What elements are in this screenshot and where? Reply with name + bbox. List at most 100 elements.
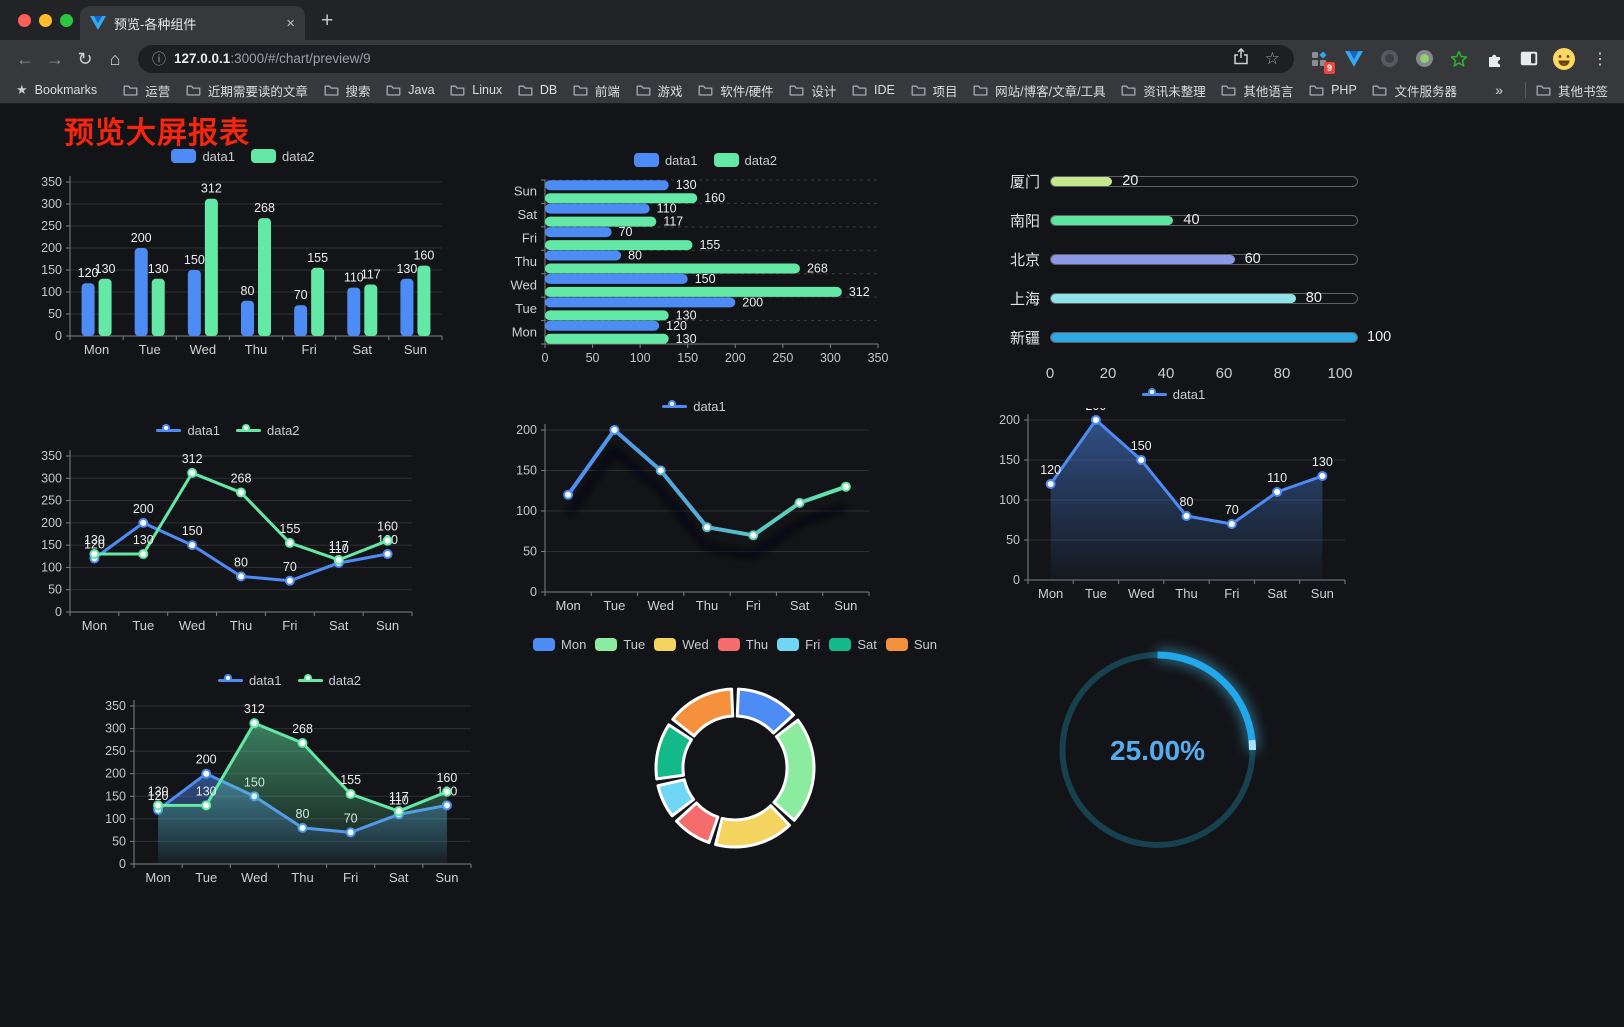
svg-text:120: 120 <box>78 266 99 280</box>
bookmark-folder[interactable]: 软件/硬件 <box>698 81 774 100</box>
svg-text:25.00%: 25.00% <box>1110 735 1205 766</box>
legend-item-data1[interactable]: data1 <box>662 399 726 414</box>
bookmark-folder[interactable]: Linux <box>450 81 502 100</box>
back-icon[interactable]: ← <box>16 48 34 69</box>
new-tab-button[interactable]: + <box>321 9 334 32</box>
svg-text:50: 50 <box>523 545 537 559</box>
bookmarks-root-label: Bookmarks <box>34 83 98 97</box>
bookmark-folder[interactable]: 其他语言 <box>1221 81 1293 100</box>
folder-icon <box>698 85 713 96</box>
menu-kebab-icon[interactable]: ⋮ <box>1592 50 1608 68</box>
capsule-track: 100 <box>1050 329 1391 345</box>
legend-item-data2[interactable]: data2 <box>236 423 300 438</box>
recorder-extension-icon[interactable] <box>1413 48 1435 70</box>
bookmark-folder[interactable]: 近期需要读的文章 <box>186 81 308 100</box>
legend-item-Sat[interactable]: Sat <box>829 637 877 652</box>
svg-text:Wed: Wed <box>511 277 538 292</box>
legend-item-data1[interactable]: data1 <box>1141 387 1205 402</box>
home-icon[interactable]: ⌂ <box>109 48 121 69</box>
bookmark-folder[interactable]: 游戏 <box>636 81 683 100</box>
legend-item-data1[interactable]: data1 <box>217 673 282 688</box>
pie-slice-Sat[interactable] <box>654 723 693 781</box>
site-info-icon[interactable]: ⓘ <box>152 50 166 67</box>
legend-item-Mon[interactable]: Mon <box>533 637 586 652</box>
legend-label: data2 <box>328 672 362 688</box>
capsule-progress-chart: 厦门 20 南阳 40 北京 60 上海 80 新疆 100 0 20 40 60 80 100 <box>998 154 1391 387</box>
url-host: 127.0.0.1 <box>174 50 231 66</box>
capsule-label: 南阳 <box>1009 213 1040 230</box>
legend-item-data2[interactable]: data2 <box>297 672 362 688</box>
svg-text:Tue: Tue <box>515 301 537 316</box>
svg-text:Sun: Sun <box>435 870 458 885</box>
legend-label: data1 <box>693 398 726 414</box>
profile-avatar[interactable] <box>1553 47 1575 70</box>
svg-text:70: 70 <box>1225 503 1239 517</box>
legend-item-data2[interactable]: data2 <box>713 153 777 168</box>
reload-icon[interactable]: ↻ <box>77 48 93 69</box>
svg-text:150: 150 <box>1131 439 1152 453</box>
bookmark-folder[interactable]: 前端 <box>573 81 620 100</box>
legend-item-Sun[interactable]: Sun <box>885 637 937 652</box>
bookmark-folder[interactable]: 资讯未整理 <box>1121 81 1206 100</box>
bookmark-folder[interactable]: 网站/博客/文章/工具 <box>973 81 1106 100</box>
pie-slice-Sun[interactable] <box>671 687 735 738</box>
minimize-window-button[interactable] <box>39 14 52 27</box>
bookmarks-bar: ★ Bookmarks 运营 近期需要读的文章 搜索 Java Linux DB 前端 游戏 软… <box>0 77 1624 104</box>
pie-slice-Mon[interactable] <box>735 687 795 735</box>
folder-icon <box>911 85 925 96</box>
bookmarks-overflow-chevron[interactable]: » <box>1495 82 1503 98</box>
tab-close-icon[interactable]: × <box>286 14 295 32</box>
tampermonkey-icon[interactable]: 9 <box>1308 48 1335 74</box>
legend-item-data2[interactable]: data2 <box>251 149 315 164</box>
legend-swatch <box>829 637 852 651</box>
bookmark-folder-label: 游戏 <box>657 84 683 99</box>
dark-extension-icon[interactable] <box>1378 48 1400 70</box>
legend-item-Wed[interactable]: Wed <box>654 637 709 652</box>
bookmark-folder[interactable]: 运营 <box>123 81 170 100</box>
bookmark-folder[interactable]: 搜索 <box>324 81 371 100</box>
svg-text:0: 0 <box>530 585 537 599</box>
address-bar[interactable]: ⓘ 127.0.0.1:3000/#/chart/preview/9 ☆ <box>138 44 1294 73</box>
legend-item-Tue[interactable]: Tue <box>595 637 645 652</box>
svg-text:80: 80 <box>241 284 255 298</box>
pie-slice-Tue[interactable] <box>772 718 816 822</box>
bookmark-folder[interactable]: 项目 <box>911 81 958 100</box>
close-window-button[interactable] <box>18 14 31 27</box>
capsule-fill <box>1051 333 1357 342</box>
legend-item-Thu[interactable]: Thu <box>717 637 768 652</box>
legend-item-data1[interactable]: data1 <box>171 149 235 164</box>
browser-tab[interactable]: 预览-各种组件 × <box>80 6 305 40</box>
forward-icon[interactable]: → <box>46 48 64 69</box>
vue-devtools-icon[interactable] <box>1343 48 1365 70</box>
svg-text:Fri: Fri <box>282 618 297 633</box>
bookmark-folder[interactable]: IDE <box>852 81 895 100</box>
pie-slice-Fri[interactable] <box>656 778 696 818</box>
svg-text:160: 160 <box>377 520 398 534</box>
svg-text:150: 150 <box>105 789 126 803</box>
svg-text:130: 130 <box>676 178 697 192</box>
bookmark-folder[interactable]: PHP <box>1309 81 1357 100</box>
bookmark-folder-list: 运营 近期需要读的文章 搜索 Java Linux DB 前端 游戏 软件/硬件 设计 IDE 项目 网… <box>123 81 1457 100</box>
bookmarks-root[interactable]: ★ Bookmarks <box>16 82 97 98</box>
svg-text:150: 150 <box>999 453 1020 467</box>
pie-slice-Thu[interactable] <box>675 801 720 845</box>
legend-item-Fri[interactable]: Fri <box>777 637 820 652</box>
svg-text:Thu: Thu <box>1175 586 1197 601</box>
bookmark-folder[interactable]: Java <box>386 81 435 100</box>
pie-slice-Wed[interactable] <box>714 804 791 849</box>
svg-text:250: 250 <box>41 219 62 233</box>
zoom-window-button[interactable] <box>60 14 73 27</box>
side-panel-icon[interactable] <box>1518 48 1540 70</box>
bookmark-star-icon[interactable]: ☆ <box>1264 48 1280 68</box>
legend-item-data1[interactable]: data1 <box>633 153 698 168</box>
svg-text:130: 130 <box>676 308 697 322</box>
bookmark-folder[interactable]: 设计 <box>789 81 836 100</box>
folder-icon <box>1221 85 1236 96</box>
legend-item-data1[interactable]: data1 <box>156 423 220 438</box>
other-bookmarks[interactable]: 其他书签 <box>1536 81 1608 100</box>
bookmark-folder[interactable]: DB <box>518 81 557 100</box>
green-star-extension-icon[interactable] <box>1448 48 1470 70</box>
extensions-puzzle-icon[interactable] <box>1483 48 1505 70</box>
bookmark-folder[interactable]: 文件服务器 <box>1372 81 1457 100</box>
share-icon[interactable] <box>1233 47 1249 70</box>
